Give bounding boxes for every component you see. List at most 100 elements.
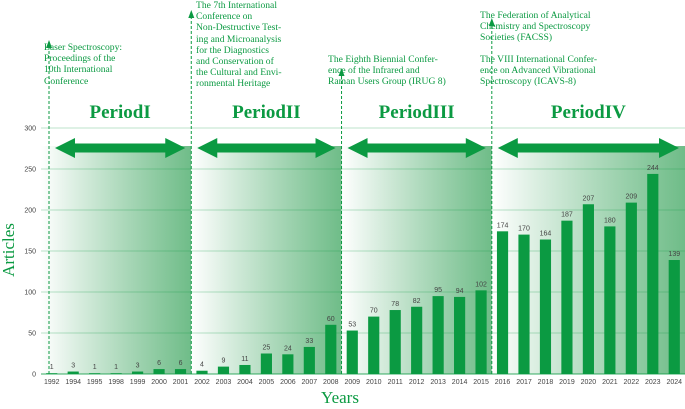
x-tick-label-2006: 2006 — [280, 379, 296, 386]
period-title-2: PeriodII — [232, 102, 301, 123]
data-label-2021: 180 — [604, 217, 616, 224]
x-tick-label-2003: 2003 — [216, 379, 232, 386]
x-tick-label-2014: 2014 — [452, 379, 468, 386]
data-label-2015: 102 — [475, 281, 487, 288]
divider-arrow-4 — [488, 18, 495, 26]
bar-1995 — [89, 373, 101, 374]
x-tick-label-2022: 2022 — [624, 379, 640, 386]
bar-2004 — [239, 364, 251, 374]
x-tick-label-2018: 2018 — [538, 379, 554, 386]
x-tick-label-2010: 2010 — [366, 379, 382, 386]
bar-2009 — [346, 330, 358, 374]
bar-2019 — [561, 220, 573, 374]
data-label-2010: 70 — [370, 308, 378, 315]
x-tick-label-2020: 2020 — [581, 379, 597, 386]
y-tick-label: 0 — [32, 372, 36, 379]
x-tick-label-2008: 2008 — [323, 379, 339, 386]
y-tick-label: 250 — [24, 167, 36, 174]
x-tick-label-2000: 2000 — [151, 379, 167, 386]
bar-2008 — [325, 324, 337, 374]
period-arrow-4 — [497, 138, 679, 158]
divider-arrow-1 — [46, 40, 52, 48]
x-tick-label-2007: 2007 — [302, 379, 318, 386]
annotation-icavs8: The VIII International Confer- ence on A… — [480, 54, 598, 88]
bar-2005 — [260, 353, 272, 374]
bar-2012 — [411, 306, 423, 374]
x-tick-label-1999: 1999 — [130, 379, 146, 386]
axes: 0 50 100 150 200 250 300 1992 1 9 94 1995 1998 1999 20… — [24, 126, 685, 386]
data-label-2023: 244 — [647, 165, 659, 172]
x-tick-label-2005: 2005 — [259, 379, 275, 386]
data-label-2001: 6 — [179, 360, 183, 367]
data-label-1994: 3 — [71, 363, 75, 370]
bar-2014 — [454, 296, 466, 374]
y-tick-label: 100 — [24, 290, 36, 297]
bar-2022 — [625, 202, 637, 374]
annotation-facss: The Federation of Analytical Chemistry a… — [480, 10, 591, 44]
bar-2016 — [496, 231, 509, 374]
data-label-2012: 82 — [413, 298, 421, 305]
bar-2003 — [217, 366, 230, 374]
x-tick-label-2011: 2011 — [388, 379, 403, 386]
data-label-2024: 139 — [668, 251, 680, 258]
bar-2010 — [368, 316, 380, 374]
bar-2024 — [668, 260, 680, 374]
x-tick-label-1995: 1995 — [87, 379, 103, 386]
bar-2018 — [539, 239, 552, 374]
data-label-2003: 9 — [222, 358, 226, 365]
x-tick-label-1998: 1998 — [108, 379, 124, 386]
y-tick-label: 200 — [24, 208, 36, 215]
x-tick-label-2017: 2017 — [516, 379, 532, 386]
y-tick-label: 50 — [28, 331, 36, 338]
bar-2023 — [647, 173, 659, 374]
annotation-irug8: The Eighth Biennial Confer- ence of the … — [328, 54, 446, 88]
data-label-1998: 1 — [114, 364, 118, 371]
y-tick-label: 150 — [24, 249, 36, 256]
data-label-2013: 95 — [434, 287, 442, 294]
data-label-1992: 1 — [50, 364, 54, 371]
data-label-2014: 94 — [456, 288, 464, 295]
period-arrow-1 — [55, 138, 186, 158]
data-label-2005: 25 — [263, 345, 271, 352]
annotation-laser-spectroscopy: Laser Spectroscopy: Proceedings of the 1… — [44, 42, 123, 87]
data-label-1999: 3 — [136, 363, 140, 370]
data-label-2022: 209 — [625, 194, 637, 201]
x-tick-label-2016: 2016 — [495, 379, 511, 386]
bar-2021 — [604, 226, 616, 374]
x-tick-label-2009: 2009 — [344, 379, 360, 386]
x-tick-label-2019: 2019 — [559, 379, 575, 386]
data-label-2000: 6 — [157, 360, 161, 367]
divider-arrow-3 — [338, 68, 345, 76]
period-arrow-2 — [197, 138, 336, 158]
bar-1999 — [132, 371, 144, 374]
data-label-2020: 207 — [583, 195, 595, 202]
data-label-2011: 78 — [391, 301, 399, 308]
y-axis-title: Articles — [0, 223, 18, 277]
data-label-1995: 1 — [93, 364, 97, 371]
data-label-2017: 170 — [518, 226, 530, 233]
x-tick-label-1992: 1992 — [44, 379, 60, 386]
bar-2002 — [196, 370, 208, 374]
data-label-2009: 53 — [348, 322, 356, 329]
x-tick-label-2002: 2002 — [194, 379, 210, 386]
bar-1994 — [67, 371, 79, 374]
period-arrow-3 — [347, 138, 486, 158]
annotation-ndt-conference: The 7th International Conference on Non-… — [196, 0, 282, 90]
x-tick-label-2024: 2024 — [666, 379, 682, 386]
bar-1992 — [46, 373, 58, 374]
x-tick-label-2021: 2021 — [602, 379, 618, 386]
data-label-2006: 24 — [284, 345, 292, 352]
x-tick-label-2023: 2023 — [645, 379, 661, 386]
bar-2007 — [303, 346, 315, 374]
data-label-2019: 187 — [561, 212, 573, 219]
bar-2017 — [518, 234, 530, 374]
x-tick-label-2015: 2015 — [473, 379, 489, 386]
data-label-2016: 174 — [497, 222, 509, 229]
data-label-2004: 11 — [241, 356, 248, 363]
divider-arrow-2 — [188, 10, 195, 18]
y-tick-label: 300 — [24, 126, 36, 133]
bar-2013 — [432, 296, 444, 374]
x-tick-label-2004: 2004 — [237, 379, 253, 386]
bar-2006 — [282, 354, 294, 374]
